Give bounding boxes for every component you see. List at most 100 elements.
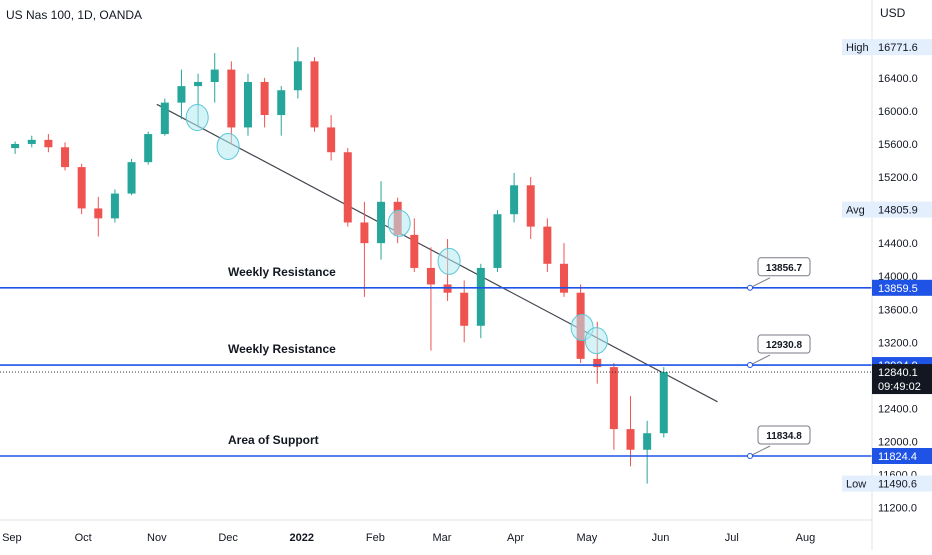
price-label-value-bg bbox=[872, 201, 932, 218]
candle bbox=[526, 177, 535, 240]
candle bbox=[559, 243, 568, 297]
candle-body bbox=[377, 201, 386, 244]
x-tick-label: Nov bbox=[147, 532, 167, 544]
candle-body bbox=[243, 81, 252, 128]
candle-body bbox=[11, 143, 20, 149]
candle-body bbox=[559, 263, 568, 293]
x-tick-label: Jul bbox=[725, 532, 739, 544]
candle-body bbox=[77, 167, 86, 209]
descending-trendline bbox=[156, 103, 718, 403]
candle bbox=[510, 172, 519, 223]
x-tick-label: Dec bbox=[218, 532, 238, 544]
level-axis-value: 13859.5 bbox=[878, 283, 918, 295]
candle-body bbox=[310, 61, 319, 128]
level-axis-badge bbox=[872, 448, 932, 464]
candle bbox=[177, 69, 186, 120]
candle bbox=[110, 189, 119, 223]
level-anchor bbox=[747, 453, 753, 459]
candle bbox=[410, 218, 419, 273]
price-axis: 16400.016000.015600.015200.014400.014000… bbox=[842, 0, 932, 550]
candle-body bbox=[659, 372, 668, 434]
candle-body bbox=[426, 267, 435, 285]
candle bbox=[343, 148, 352, 227]
y-tick-label: 12400.0 bbox=[878, 403, 918, 415]
y-tick-label: 15200.0 bbox=[878, 172, 918, 184]
candle-body bbox=[94, 208, 103, 219]
candle bbox=[27, 135, 36, 148]
candle bbox=[327, 115, 336, 161]
candle-body bbox=[27, 139, 36, 144]
price-label-value: 14805.9 bbox=[878, 205, 918, 217]
x-tick-label: 2022 bbox=[290, 532, 314, 544]
candle-body bbox=[526, 185, 535, 227]
price-label-badge bbox=[842, 475, 872, 492]
candle-body bbox=[510, 185, 519, 215]
price-label-badge bbox=[842, 201, 872, 218]
candle bbox=[11, 141, 20, 154]
price-label-name: Avg bbox=[846, 205, 865, 217]
time-axis: Sep Oct Nov Dec 2022 Feb Mar Apr May Jun Jul Aug bbox=[0, 519, 872, 544]
candle bbox=[127, 158, 136, 196]
y-tick-label: 16400.0 bbox=[878, 73, 918, 85]
candle-body bbox=[177, 86, 186, 103]
candle-body bbox=[260, 81, 269, 116]
candle-body bbox=[460, 292, 469, 326]
level-anchor bbox=[747, 362, 753, 369]
callout-value: 11834.8 bbox=[766, 431, 802, 442]
candle bbox=[426, 247, 435, 351]
candle-body bbox=[110, 193, 119, 219]
candle-body bbox=[476, 267, 485, 326]
level-anchor bbox=[747, 284, 753, 291]
y-tick-label: 14400.0 bbox=[878, 238, 918, 250]
candle-body bbox=[626, 429, 635, 450]
x-tick-label: Apr bbox=[507, 532, 524, 544]
level-axis-value: 11824.4 bbox=[878, 451, 917, 463]
callout-connector bbox=[749, 277, 771, 289]
callout-value: 13856.7 bbox=[766, 263, 803, 274]
price-label-name: Low bbox=[846, 479, 866, 491]
currency-label: USD bbox=[880, 6, 906, 20]
candle bbox=[243, 73, 252, 136]
highlight-circle bbox=[584, 327, 608, 355]
candle-body bbox=[410, 234, 419, 268]
highlight-circles bbox=[185, 104, 608, 355]
candle-body bbox=[144, 134, 153, 163]
y-tick-label: 13200.0 bbox=[878, 337, 918, 349]
candle-body bbox=[44, 139, 53, 148]
x-tick-label: Feb bbox=[366, 532, 385, 544]
candle-body bbox=[61, 147, 70, 168]
candle bbox=[61, 142, 70, 171]
callout-connector bbox=[749, 354, 771, 366]
callout-connector bbox=[749, 445, 771, 457]
current-price-value: 12840.1 bbox=[878, 367, 918, 379]
countdown-value: 09:49:02 bbox=[878, 381, 921, 393]
candle-body bbox=[194, 81, 203, 87]
candle-body bbox=[593, 358, 602, 368]
candle-body bbox=[643, 433, 652, 450]
y-tick-label: 11200.0 bbox=[878, 503, 917, 515]
current-price-badge bbox=[872, 364, 932, 395]
candle-body bbox=[160, 102, 169, 135]
candle-body bbox=[609, 367, 618, 430]
candle bbox=[493, 210, 502, 273]
candle-body bbox=[360, 222, 369, 244]
y-tick-label: 13600.0 bbox=[878, 304, 918, 316]
price-label-value: 16771.6 bbox=[878, 42, 918, 54]
candle bbox=[160, 98, 169, 136]
candle-body bbox=[277, 90, 286, 116]
candle bbox=[659, 367, 668, 438]
x-tick-label: Oct bbox=[75, 532, 92, 544]
level-label: Weekly Resistance bbox=[228, 265, 336, 279]
callout-box bbox=[757, 334, 811, 354]
horizontal-levels: Weekly Resistance 13856.7 Weekly Resistanc… bbox=[0, 257, 872, 459]
price-label-value-bg bbox=[872, 475, 932, 492]
candle-body bbox=[227, 69, 236, 128]
candle bbox=[227, 61, 236, 144]
candle bbox=[460, 280, 469, 343]
candle-body bbox=[327, 127, 336, 153]
x-tick-label: May bbox=[576, 532, 597, 544]
highlight-circle bbox=[216, 132, 240, 160]
x-tick-label: Aug bbox=[796, 532, 816, 544]
